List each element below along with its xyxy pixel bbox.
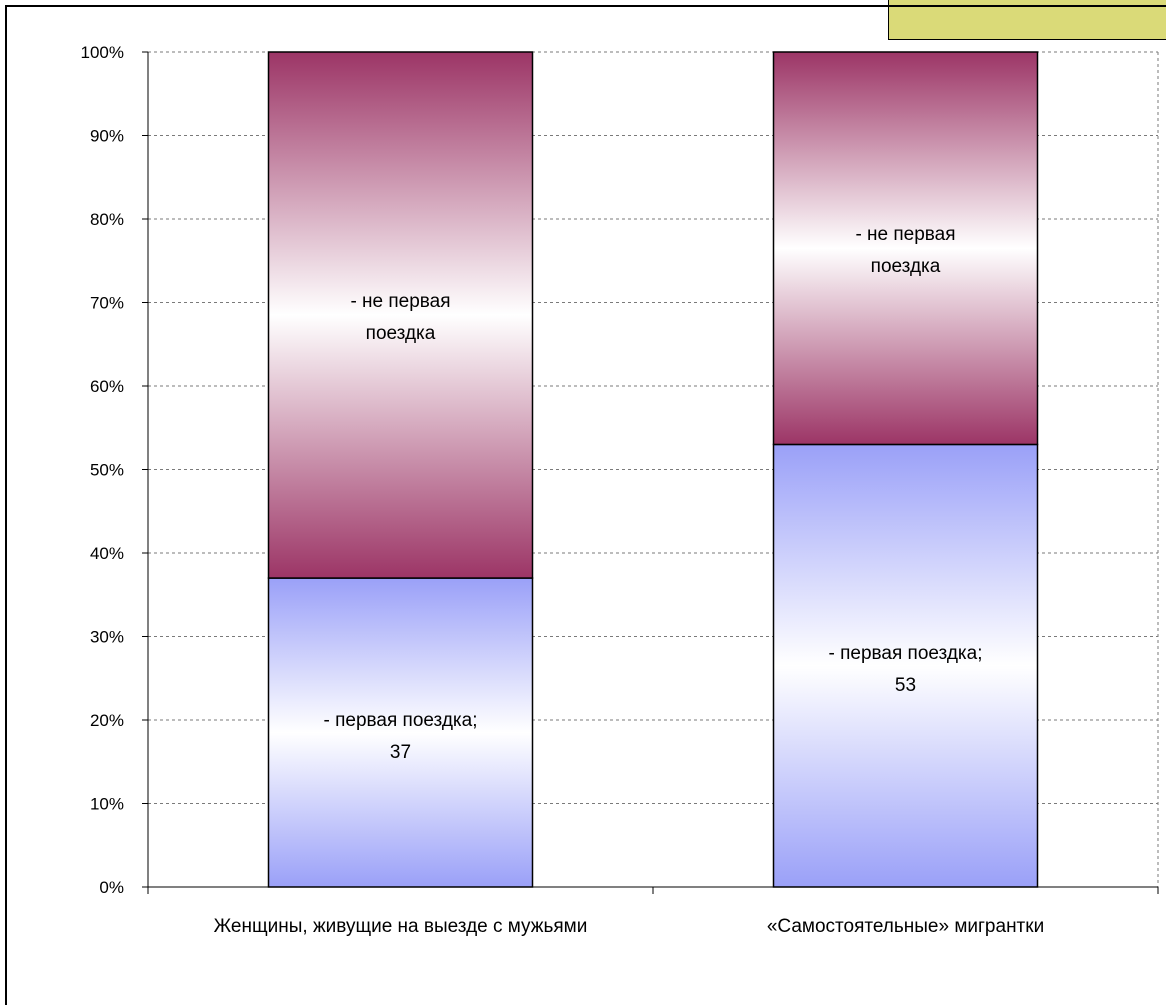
y-tick-label: 70% — [90, 294, 124, 313]
data-label: 53 — [895, 675, 916, 696]
y-tick-label: 50% — [90, 461, 124, 480]
y-tick-label: 40% — [90, 544, 124, 563]
data-label: - первая поездка; — [828, 643, 982, 664]
bar-not-first-trip — [267, 51, 534, 579]
data-label: - не первая — [855, 224, 955, 245]
data-label: поездка — [871, 256, 941, 277]
x-category-label: «Самостоятельные» мигрантки — [767, 916, 1044, 937]
y-tick-label: 100% — [81, 43, 124, 62]
y-tick-label: 80% — [90, 210, 124, 229]
data-label: - первая поездка; — [323, 710, 477, 731]
data-label: 37 — [390, 742, 411, 763]
y-tick-label: 30% — [90, 628, 124, 647]
y-tick-label: 20% — [90, 711, 124, 730]
y-tick-label: 0% — [99, 878, 124, 897]
bar-not-first-trip — [772, 51, 1039, 446]
plot-area: 0% 10% 20% 30% 40% 50% 60% 70% 80% 90% 100% - перва… — [81, 43, 1159, 937]
y-tick-label: 10% — [90, 795, 124, 814]
data-label: - не первая — [350, 291, 450, 312]
y-tick-label: 60% — [90, 377, 124, 396]
bar-first-trip — [267, 577, 534, 888]
x-category-label: Женщины, живущие на выезде с мужьями — [214, 916, 588, 937]
chart-frame — [5, 5, 1166, 1005]
bar-first-trip — [772, 443, 1039, 888]
data-label: поездка — [366, 323, 436, 344]
x-category-label-line: «Самостоятельные» мигрантки — [767, 916, 1044, 937]
y-tick-label: 90% — [90, 127, 124, 146]
x-category-label-line: Женщины, живущие на выезде с мужьями — [214, 916, 588, 937]
